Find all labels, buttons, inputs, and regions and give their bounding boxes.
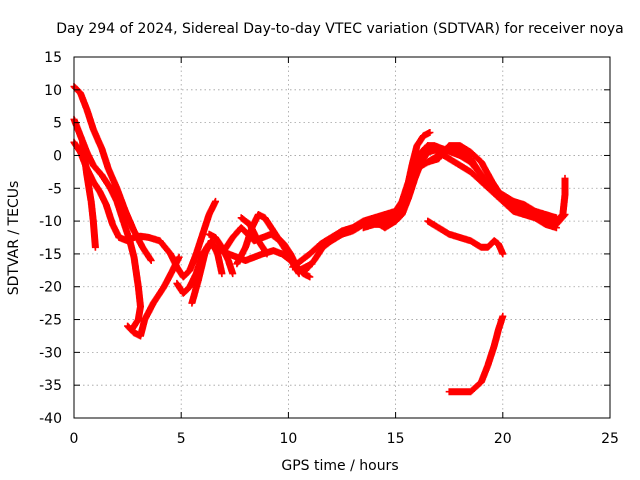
data-point-markers	[424, 217, 507, 258]
data-series-arc-18	[424, 142, 560, 232]
data-point-markers	[188, 237, 226, 307]
x-tick-label: 25	[601, 431, 619, 447]
y-tick-label: -25	[39, 313, 62, 329]
data-series-arc-7	[188, 237, 226, 307]
y-axis-label: SDTVAR / TECUs	[6, 181, 22, 296]
data-point-markers	[445, 312, 507, 396]
x-tick-label: 15	[387, 431, 405, 447]
data-point-markers	[79, 138, 99, 251]
x-tick-label: 0	[70, 431, 79, 447]
data-point-markers	[237, 214, 271, 258]
y-tick-label: -35	[39, 378, 62, 394]
data-series-arc-4	[79, 138, 99, 251]
series-layer	[70, 83, 569, 396]
y-tick-label: -10	[39, 214, 62, 230]
data-series-arc-11	[237, 214, 271, 258]
data-series-arc-10	[233, 211, 314, 281]
y-tick-label: -20	[39, 280, 62, 296]
ticks: 0 5 10 15 20 25 -40 -35 -30 -25 -20 -15 -10 -5 0 5 10 15	[39, 50, 619, 447]
data-point-markers	[289, 129, 434, 271]
x-tick-label: 10	[279, 431, 297, 447]
x-axis-label: GPS time / hours	[281, 458, 398, 474]
data-point-markers	[424, 142, 560, 232]
data-series-arc-19	[424, 217, 507, 258]
plot-frame	[73, 56, 611, 419]
data-point-markers	[124, 253, 183, 340]
x-tick-label: 5	[177, 431, 186, 447]
y-tick-label: -15	[39, 247, 62, 263]
y-tick-label: 5	[53, 116, 62, 132]
y-tick-label: 0	[53, 148, 62, 164]
y-tick-label: -5	[48, 181, 62, 197]
grid	[74, 57, 610, 418]
data-series-arc-12	[289, 129, 434, 271]
x-tick-label: 20	[494, 431, 512, 447]
chart-title: Day 294 of 2024, Sidereal Day-to-day VTE…	[56, 21, 624, 37]
y-tick-label: 10	[44, 83, 62, 99]
y-tick-label: 15	[44, 50, 62, 66]
data-point-markers	[233, 211, 314, 281]
data-series-arc-20	[445, 312, 507, 396]
data-series-arc-5	[124, 253, 183, 340]
y-tick-label: -30	[39, 345, 62, 361]
y-tick-label: -40	[39, 411, 62, 427]
